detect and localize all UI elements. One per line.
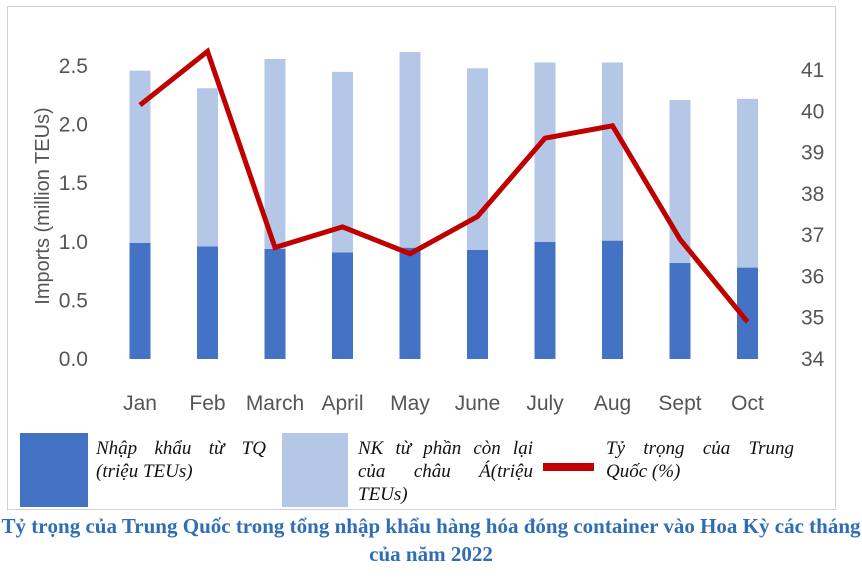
y2-tick-label: 35 bbox=[801, 307, 824, 330]
y2-tick-label: 41 bbox=[801, 59, 824, 82]
rest-of-asia-bars bbox=[129, 51, 758, 268]
x-tick-label: April bbox=[321, 392, 363, 415]
y-tick-label: 0.5 bbox=[59, 289, 88, 312]
legend-label-china-share: Tỷ trọng của Trung Quốc (%) bbox=[606, 438, 794, 482]
bar-rest-7 bbox=[602, 62, 623, 241]
y-tick-label: 2.5 bbox=[59, 55, 88, 78]
legend-label-china: Nhập khẩu từ TQ (triệu TEUs) bbox=[96, 438, 266, 482]
bar-china-5 bbox=[467, 250, 488, 359]
legend-swatch-china bbox=[20, 433, 88, 507]
y2-tick-label: 37 bbox=[801, 224, 824, 247]
x-tick-label: May bbox=[390, 392, 430, 415]
x-tick-label: Oct bbox=[731, 392, 764, 415]
x-tick-label: Feb bbox=[189, 392, 225, 415]
chart-frame bbox=[7, 6, 836, 510]
bar-rest-8 bbox=[669, 99, 691, 263]
bar-china-3 bbox=[332, 252, 353, 359]
x-axis-ticks: Jan Feb March April May June July Aug Sept Oct bbox=[123, 392, 764, 415]
bar-rest-3 bbox=[332, 71, 353, 253]
legend-swatch-rest-of-asia bbox=[282, 433, 348, 507]
x-tick-label: July bbox=[526, 392, 564, 415]
x-tick-label: March bbox=[246, 392, 304, 415]
x-tick-label: Sept bbox=[658, 392, 701, 415]
bar-rest-9 bbox=[737, 98, 758, 268]
bar-china-4 bbox=[399, 247, 421, 359]
x-tick-label: June bbox=[455, 392, 501, 415]
china-share-line bbox=[138, 47, 750, 324]
bar-china-7 bbox=[602, 240, 623, 359]
bar-china-6 bbox=[534, 241, 556, 359]
y2-tick-label: 38 bbox=[801, 183, 824, 206]
chart-plot: 0.0 0.5 1.0 1.5 2.0 2.5 34 35 36 37 38 39 40 41 Jan F… bbox=[32, 47, 825, 415]
left-axis-ticks: 0.0 0.5 1.0 1.5 2.0 2.5 bbox=[59, 55, 88, 371]
bar-china-1 bbox=[197, 246, 218, 359]
bar-rest-5 bbox=[467, 68, 488, 251]
y-tick-label: 0.0 bbox=[59, 348, 88, 371]
legend-swatch-china-share bbox=[543, 463, 594, 471]
chart-title: Tỷ trọng của Trung Quốc trong tổng nhập … bbox=[1, 514, 861, 566]
bar-china-9 bbox=[737, 267, 758, 359]
x-tick-label: Aug bbox=[594, 392, 631, 415]
bar-china-8 bbox=[669, 262, 691, 359]
y-tick-label: 1.5 bbox=[59, 172, 88, 195]
y-tick-label: 1.0 bbox=[59, 231, 88, 254]
china-import-bars bbox=[129, 240, 758, 359]
y-axis-label: Imports (million TEUs) bbox=[32, 107, 54, 304]
bar-rest-2 bbox=[264, 58, 286, 249]
right-axis-ticks: 34 35 36 37 38 39 40 41 bbox=[801, 59, 825, 371]
x-tick-label: Jan bbox=[123, 392, 157, 415]
y2-tick-label: 36 bbox=[801, 265, 824, 288]
bar-china-2 bbox=[264, 248, 286, 359]
bar-china-0 bbox=[129, 242, 151, 359]
y2-tick-label: 39 bbox=[801, 142, 824, 165]
y-tick-label: 2.0 bbox=[59, 114, 88, 137]
bar-rest-1 bbox=[197, 88, 218, 247]
y2-tick-label: 40 bbox=[801, 100, 824, 123]
y2-tick-label: 34 bbox=[801, 348, 825, 371]
bar-rest-6 bbox=[534, 62, 556, 242]
legend-label-rest-of-asia: NK từ phần còn lại của châu Á(triệu TEUs… bbox=[358, 438, 533, 505]
bar-rest-4 bbox=[399, 51, 421, 248]
bar-rest-0 bbox=[129, 70, 151, 243]
